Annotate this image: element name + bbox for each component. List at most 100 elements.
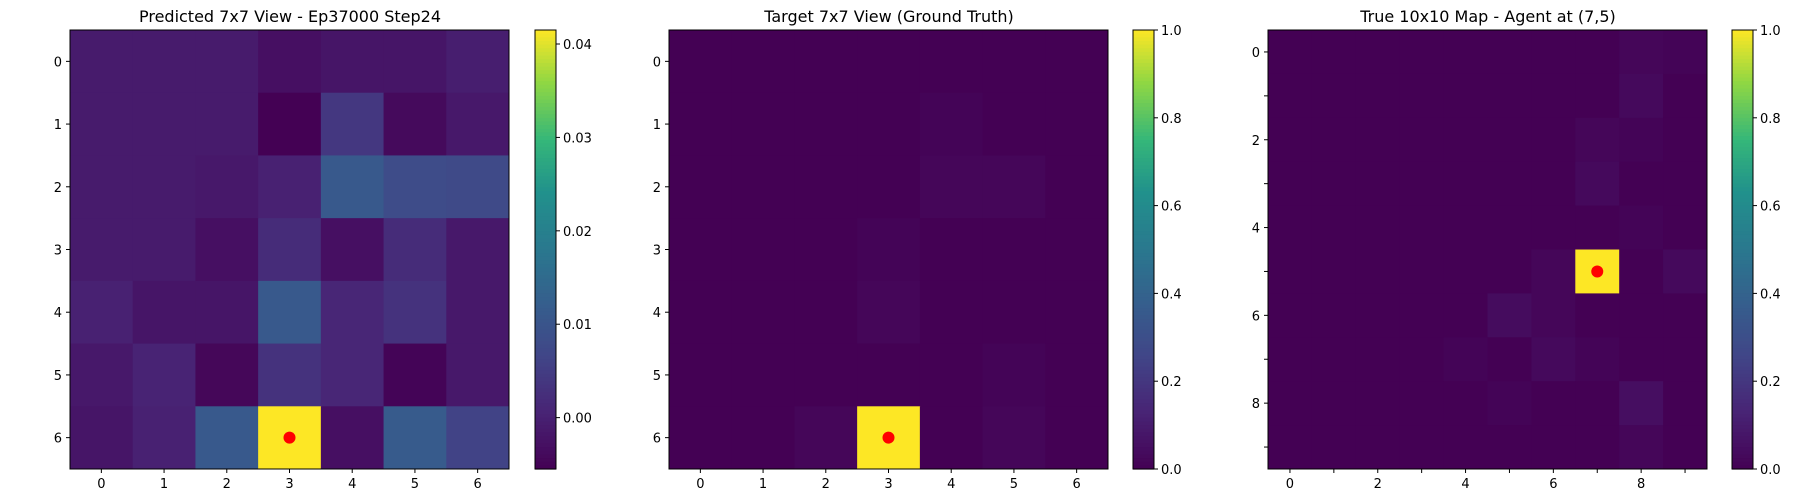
heatmap-cell-r4-c7 [1575, 205, 1620, 250]
heatmap-cell-r2-c1 [132, 155, 196, 219]
colorbar-segment [1133, 161, 1154, 166]
colorbar-segment [1732, 231, 1753, 236]
heatmap-cell-r7-c8 [1619, 337, 1664, 382]
colorbar-segment [1133, 73, 1154, 79]
heatmap-cell-r3-c4 [919, 218, 984, 282]
colorbar-segment [535, 169, 556, 174]
colorbar-segment [535, 399, 556, 404]
x-tick-label: 4 [348, 477, 356, 492]
colorbar-segment [1732, 40, 1753, 46]
colorbar-segment [535, 300, 556, 305]
colorbar-segment [535, 319, 556, 324]
colorbar-segment [1133, 410, 1154, 415]
colorbar-segment [1133, 179, 1154, 185]
colorbar-segment [1133, 212, 1154, 218]
colorbar-tick-label: 0.8 [1161, 112, 1182, 127]
x-tick-label: 1 [759, 477, 767, 492]
y-tick-label: 2 [1252, 134, 1260, 149]
colorbar-segment [1732, 249, 1753, 254]
colorbar-segment [535, 293, 556, 298]
colorbar-segment [535, 51, 556, 57]
heatmap-cell-r8-c4 [1443, 381, 1488, 426]
heatmap-cell-r2-c3 [258, 155, 322, 219]
colorbar-segment [1133, 37, 1154, 42]
colorbar-segment [1732, 384, 1753, 390]
colorbar-segment [1732, 30, 1753, 35]
heatmap-cell-r0-c4 [320, 30, 385, 94]
colorbar-segment [1133, 443, 1154, 448]
colorbar-segment [1732, 143, 1753, 148]
x-tick-label: 0 [1286, 477, 1294, 492]
heatmap-cell-r7-c1 [1311, 337, 1357, 382]
colorbar-segment [1133, 242, 1154, 247]
colorbar-segment [1732, 103, 1753, 108]
colorbar-segment [1732, 88, 1753, 93]
colorbar-segment [1133, 183, 1154, 188]
colorbar-segment [1133, 417, 1154, 423]
colorbar-tick-label: 1.0 [1760, 24, 1781, 39]
colorbar-segment [535, 62, 556, 68]
heatmap-cell-r5-c4 [320, 343, 385, 407]
colorbar-segment [1133, 264, 1154, 269]
colorbar-segment [535, 373, 556, 379]
colorbar-segment [1133, 289, 1154, 294]
colorbar-segment [1133, 139, 1154, 145]
y-tick-label: 4 [1252, 222, 1260, 237]
colorbar-segment [1133, 355, 1154, 360]
heatmap-cell-r6-c5 [383, 406, 447, 470]
heatmap-cell-r2-c5 [982, 155, 1046, 219]
heatmap-cell-r6-c6 [1531, 293, 1576, 338]
colorbar-segment [1732, 260, 1753, 265]
colorbar-segment [1133, 227, 1154, 232]
colorbar-segment [1732, 179, 1753, 185]
heatmap-cell-r6-c8 [1619, 293, 1664, 338]
colorbar-segment [1732, 106, 1753, 112]
colorbar-segment [535, 403, 556, 408]
heatmap-cell-r2-c2 [195, 155, 259, 219]
heatmap-cell-r5-c4 [1443, 249, 1488, 294]
y-tick-label: 3 [653, 244, 661, 259]
heatmap-cell-r6-c0 [669, 406, 733, 470]
colorbar-segment [1133, 245, 1154, 251]
heatmap-cell-r3-c1 [731, 218, 795, 282]
heatmap-cell-r5-c2 [794, 343, 858, 407]
colorbar-segment [1133, 190, 1154, 196]
heatmap-cell-r7-c0 [1268, 337, 1313, 382]
colorbar-segment [1732, 238, 1753, 243]
colorbar-segment [535, 370, 556, 375]
heatmap-cell-r4-c1 [731, 280, 795, 345]
heatmap-cell-r5-c6 [1531, 249, 1576, 294]
colorbar-segment [1732, 121, 1753, 126]
heatmap-cell-r7-c4 [1443, 337, 1488, 382]
colorbar-segment [535, 172, 556, 177]
heatmap-cell-r4-c5 [1487, 205, 1532, 250]
colorbar-segment [535, 333, 556, 338]
heatmap-cell-r2-c4 [320, 155, 385, 219]
colorbar-segment [1732, 337, 1753, 342]
colorbar-segment [535, 132, 556, 137]
heatmap-cell-r4-c6 [1531, 205, 1576, 250]
colorbar-segment [1732, 410, 1753, 415]
colorbar-segment [535, 176, 556, 181]
heatmap-cell-r5-c6 [446, 343, 510, 407]
heatmap-cell-r4-c2 [1355, 205, 1401, 250]
heatmap-cell-r1-c6 [1531, 73, 1576, 119]
colorbar-segment [1732, 366, 1753, 371]
colorbar-segment [1133, 30, 1154, 35]
colorbar-segment [1732, 114, 1753, 119]
heatmap-cell-r5-c5 [1487, 249, 1532, 294]
colorbar-segment [535, 384, 556, 390]
colorbar-segment [1133, 403, 1154, 408]
colorbar-segment [1732, 370, 1753, 375]
colorbar-segment [535, 30, 556, 35]
colorbar-segment [1133, 59, 1154, 64]
colorbar-segment [1133, 209, 1154, 214]
colorbar-segment [1133, 106, 1154, 112]
colorbar-tick-label: 0.4 [1161, 287, 1182, 302]
colorbar-segment [1133, 340, 1154, 346]
heatmap-cell-r6-c4 [320, 406, 385, 470]
colorbar-segment [1133, 377, 1154, 382]
colorbar-segment [1732, 319, 1753, 324]
colorbar-segment [535, 443, 556, 448]
heatmap-cell-r3-c2 [1355, 161, 1401, 207]
